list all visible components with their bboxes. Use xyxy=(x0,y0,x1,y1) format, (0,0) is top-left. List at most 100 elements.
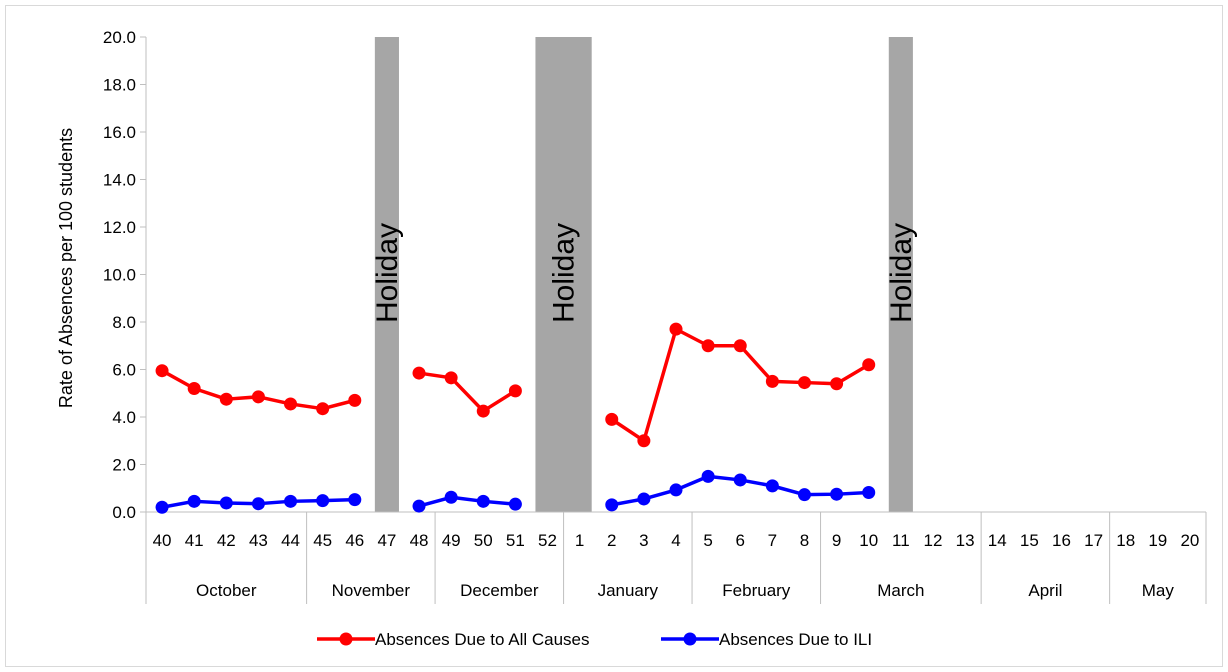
holiday-band xyxy=(888,37,913,512)
y-axis-label: Rate of Absences per 100 students xyxy=(56,128,76,408)
y-tick-label: 12.0 xyxy=(103,218,136,237)
axes: 0.0 2.0 4.0 6.0 8.0 10.0 12.0 14.0 16.0 18.0 20.0 4… xyxy=(103,28,1207,604)
data-point xyxy=(605,412,619,426)
legend-label: Absences Due to ILI xyxy=(719,630,872,649)
legend-marker xyxy=(683,632,697,646)
x-tick-label: 52 xyxy=(538,531,557,550)
y-tick-label: 18.0 xyxy=(103,76,136,95)
x-tick-label: 1 xyxy=(575,531,584,550)
data-point xyxy=(476,404,490,418)
x-tick-label: 20 xyxy=(1180,531,1199,550)
holiday-bands: Holiday Holiday Holiday xyxy=(371,37,918,512)
data-point xyxy=(316,402,330,416)
x-tick-label: 45 xyxy=(313,531,332,550)
data-point xyxy=(765,479,779,493)
x-tick-label: 46 xyxy=(345,531,364,550)
y-tick-label: 2.0 xyxy=(112,456,136,475)
month-label: March xyxy=(877,581,924,600)
data-point xyxy=(444,490,458,504)
month-label: November xyxy=(332,581,411,600)
data-point xyxy=(219,496,233,510)
data-point xyxy=(733,473,747,487)
data-point xyxy=(637,434,651,448)
x-tick-label: 13 xyxy=(956,531,975,550)
data-point xyxy=(862,358,876,372)
legend: Absences Due to All Causes Absences Due t… xyxy=(317,630,872,649)
y-tick-label: 16.0 xyxy=(103,123,136,142)
x-tick-label: 48 xyxy=(410,531,429,550)
month-label: January xyxy=(598,581,659,600)
series-group xyxy=(155,322,876,448)
data-point xyxy=(251,497,265,511)
data-point xyxy=(830,487,844,501)
data-point xyxy=(669,322,683,336)
data-point xyxy=(348,393,362,407)
data-point xyxy=(412,366,426,380)
month-label: December xyxy=(460,581,539,600)
legend-label: Absences Due to All Causes xyxy=(375,630,590,649)
data-point xyxy=(830,377,844,391)
x-tick-label: 11 xyxy=(892,531,910,550)
data-point xyxy=(348,493,362,507)
x-tick-label: 50 xyxy=(474,531,493,550)
x-tick-label: 49 xyxy=(442,531,461,550)
data-point xyxy=(251,390,265,404)
data-point xyxy=(797,488,811,502)
month-label: May xyxy=(1142,581,1175,600)
x-tick-label: 9 xyxy=(832,531,841,550)
series-group xyxy=(155,469,876,514)
x-tick-label: 4 xyxy=(671,531,680,550)
data-point xyxy=(508,384,522,398)
data-point xyxy=(765,374,779,388)
series-line-segment xyxy=(418,495,516,508)
holiday-label: Holiday xyxy=(371,223,404,323)
series-line-segment xyxy=(418,371,517,413)
y-tick-label: 14.0 xyxy=(103,171,136,190)
x-tick-label: 41 xyxy=(185,531,204,550)
x-tick-label: 5 xyxy=(703,531,712,550)
x-tick-label: 51 xyxy=(506,531,525,550)
data-point xyxy=(862,486,876,500)
data-point xyxy=(605,498,619,512)
x-tick-label: 47 xyxy=(377,531,396,550)
data-point xyxy=(733,339,747,353)
x-tick-label: 44 xyxy=(281,531,300,550)
data-point xyxy=(284,397,298,411)
data-point xyxy=(508,497,522,511)
month-label: October xyxy=(196,581,257,600)
x-tick-label: 16 xyxy=(1052,531,1071,550)
y-tick-label: 4.0 xyxy=(112,408,136,427)
x-tick-label: 42 xyxy=(217,531,236,550)
data-point xyxy=(187,494,201,508)
x-tick-label: 40 xyxy=(153,531,172,550)
x-tick-label: 19 xyxy=(1148,531,1167,550)
data-point xyxy=(316,494,330,508)
data-point xyxy=(701,469,715,483)
x-tick-label: 3 xyxy=(639,531,648,550)
data-point xyxy=(476,494,490,508)
x-tick-label: 17 xyxy=(1084,531,1103,550)
data-point xyxy=(701,339,715,353)
data-point xyxy=(219,392,233,406)
legend-marker xyxy=(339,632,353,646)
x-tick-label: 6 xyxy=(736,531,745,550)
x-tick-label: 2 xyxy=(607,531,616,550)
data-point xyxy=(187,382,201,395)
month-label: February xyxy=(722,581,791,600)
data-point xyxy=(669,483,683,497)
data-point xyxy=(155,364,169,378)
x-tick-label: 43 xyxy=(249,531,268,550)
data-point xyxy=(284,494,298,508)
holiday-band xyxy=(374,37,399,512)
x-tick-label: 15 xyxy=(1020,531,1039,550)
holiday-band xyxy=(535,37,592,512)
data-point xyxy=(155,500,169,514)
x-tick-label: 10 xyxy=(859,531,878,550)
data-point xyxy=(444,371,458,385)
data-point xyxy=(797,376,811,390)
data-point xyxy=(637,492,651,506)
x-tick-label: 14 xyxy=(988,531,1007,550)
holiday-label: Holiday xyxy=(548,223,581,323)
month-label: April xyxy=(1028,581,1062,600)
